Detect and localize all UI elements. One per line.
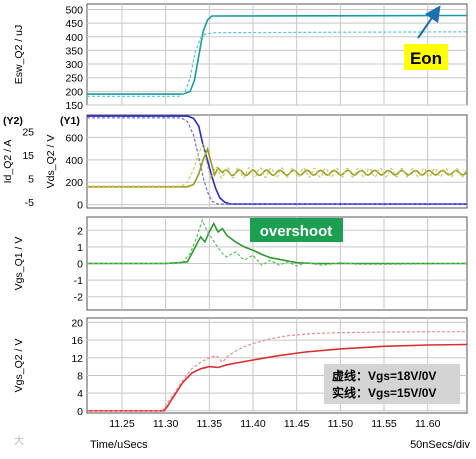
y-tick-label: 500	[65, 4, 83, 16]
y2-axis-tag: (Y2)	[3, 115, 23, 127]
series-line-dashed	[87, 31, 467, 97]
legend-bg	[324, 364, 460, 404]
y-axis-label: Vgs_Q2 / V	[13, 339, 25, 393]
y2-axis-label: Id_Q2 / A	[2, 140, 14, 184]
eon-annotation: Eon	[404, 5, 448, 70]
y-tick-label: 2	[77, 225, 83, 237]
series-line-solid	[87, 343, 467, 412]
series-line-dashed	[87, 142, 467, 187]
x-tick-label: 11.50	[328, 418, 354, 430]
y2-tick-label: 25	[22, 126, 34, 138]
x-axis-label: Time/uSecs	[90, 439, 148, 451]
legend-box: 虚线：Vgs=18V/0V 实线：Vgs=15V/0V	[324, 364, 460, 404]
y-axis-label: Esw_Q2 / uJ	[13, 25, 25, 85]
y-tick-label: 400	[65, 155, 83, 167]
y-tick-label: 450	[65, 18, 83, 30]
y-tick-label: 12	[71, 353, 83, 365]
chart-panel-2: 0 200 400 600 -5 5 15 25 Id_Q2 / A Vds_Q2 / V (Y2)…	[2, 114, 468, 212]
y-tick-label: 200	[65, 86, 83, 98]
y2-tick-label: 5	[28, 174, 34, 186]
eon-label: Eon	[410, 49, 442, 68]
chart-panel-3: -2 -1 0 1 2 Vgs_Q1 / V	[13, 216, 468, 311]
watermark: 大	[14, 434, 24, 447]
y-tick-label: 350	[65, 45, 83, 57]
x-tick-label: 11.60	[415, 418, 441, 430]
y-tick-label: 300	[65, 59, 83, 71]
y2-tick-label: 15	[22, 150, 34, 162]
y-tick-label: -1	[74, 275, 83, 287]
eon-arrow	[417, 5, 441, 39]
x-tick-label: 11.30	[153, 418, 179, 430]
panel-frame	[86, 3, 468, 106]
y1-axis-tag: (Y1)	[60, 115, 80, 127]
y-tick-label: 0	[77, 406, 83, 418]
y1-axis-label: Vds_Q2 / V	[45, 135, 57, 189]
eon-label-bg	[404, 44, 448, 70]
x-tick-label: 11.35	[197, 418, 223, 430]
legend-line-dashed: 虚线：Vgs=18V/0V	[332, 368, 436, 383]
legend-line-solid: 实线：Vgs=15V/0V	[332, 385, 436, 400]
x-tick-label: 11.25	[109, 418, 135, 430]
chart-panel-4: 0 4 8 12 16 20 Vgs_Q2 / V 11.25 11.30 11.35 11.40 1…	[13, 317, 468, 430]
series-line-solid	[87, 14, 467, 95]
panel-frame	[86, 114, 468, 209]
y-tick-label: 600	[65, 132, 83, 144]
y-axis-label: Vgs_Q1 / V	[13, 237, 25, 291]
x-tick-label: 11.55	[371, 418, 397, 430]
y-tick-label: 400	[65, 32, 83, 44]
y2-tick-label: -5	[25, 197, 34, 209]
overshoot-annotation: overshoot	[250, 218, 343, 242]
y-tick-label: 16	[71, 335, 83, 347]
y-tick-label: 200	[65, 177, 83, 189]
y-tick-label: 0	[77, 259, 83, 271]
overshoot-label: overshoot	[260, 223, 333, 240]
series-line-dashed	[87, 331, 467, 412]
overshoot-label-bg	[250, 218, 343, 242]
y-tick-label: 20	[71, 317, 83, 329]
series-line-solid	[87, 221, 467, 265]
y-tick-label: 8	[77, 370, 83, 382]
x-tick-label: 11.40	[240, 418, 266, 430]
y-tick-label: 4	[77, 388, 83, 400]
x-scale-label: 50nSecs/div	[410, 439, 470, 451]
y-tick-label: 150	[65, 100, 83, 112]
y-tick-label: 1	[77, 242, 83, 254]
series-line-dashed	[87, 117, 467, 205]
series-line-solid	[87, 115, 467, 205]
x-tick-label: 11.45	[284, 418, 310, 430]
y-tick-label: -2	[74, 292, 83, 304]
y-tick-label: 0	[77, 200, 83, 212]
y-tick-label: 250	[65, 73, 83, 85]
